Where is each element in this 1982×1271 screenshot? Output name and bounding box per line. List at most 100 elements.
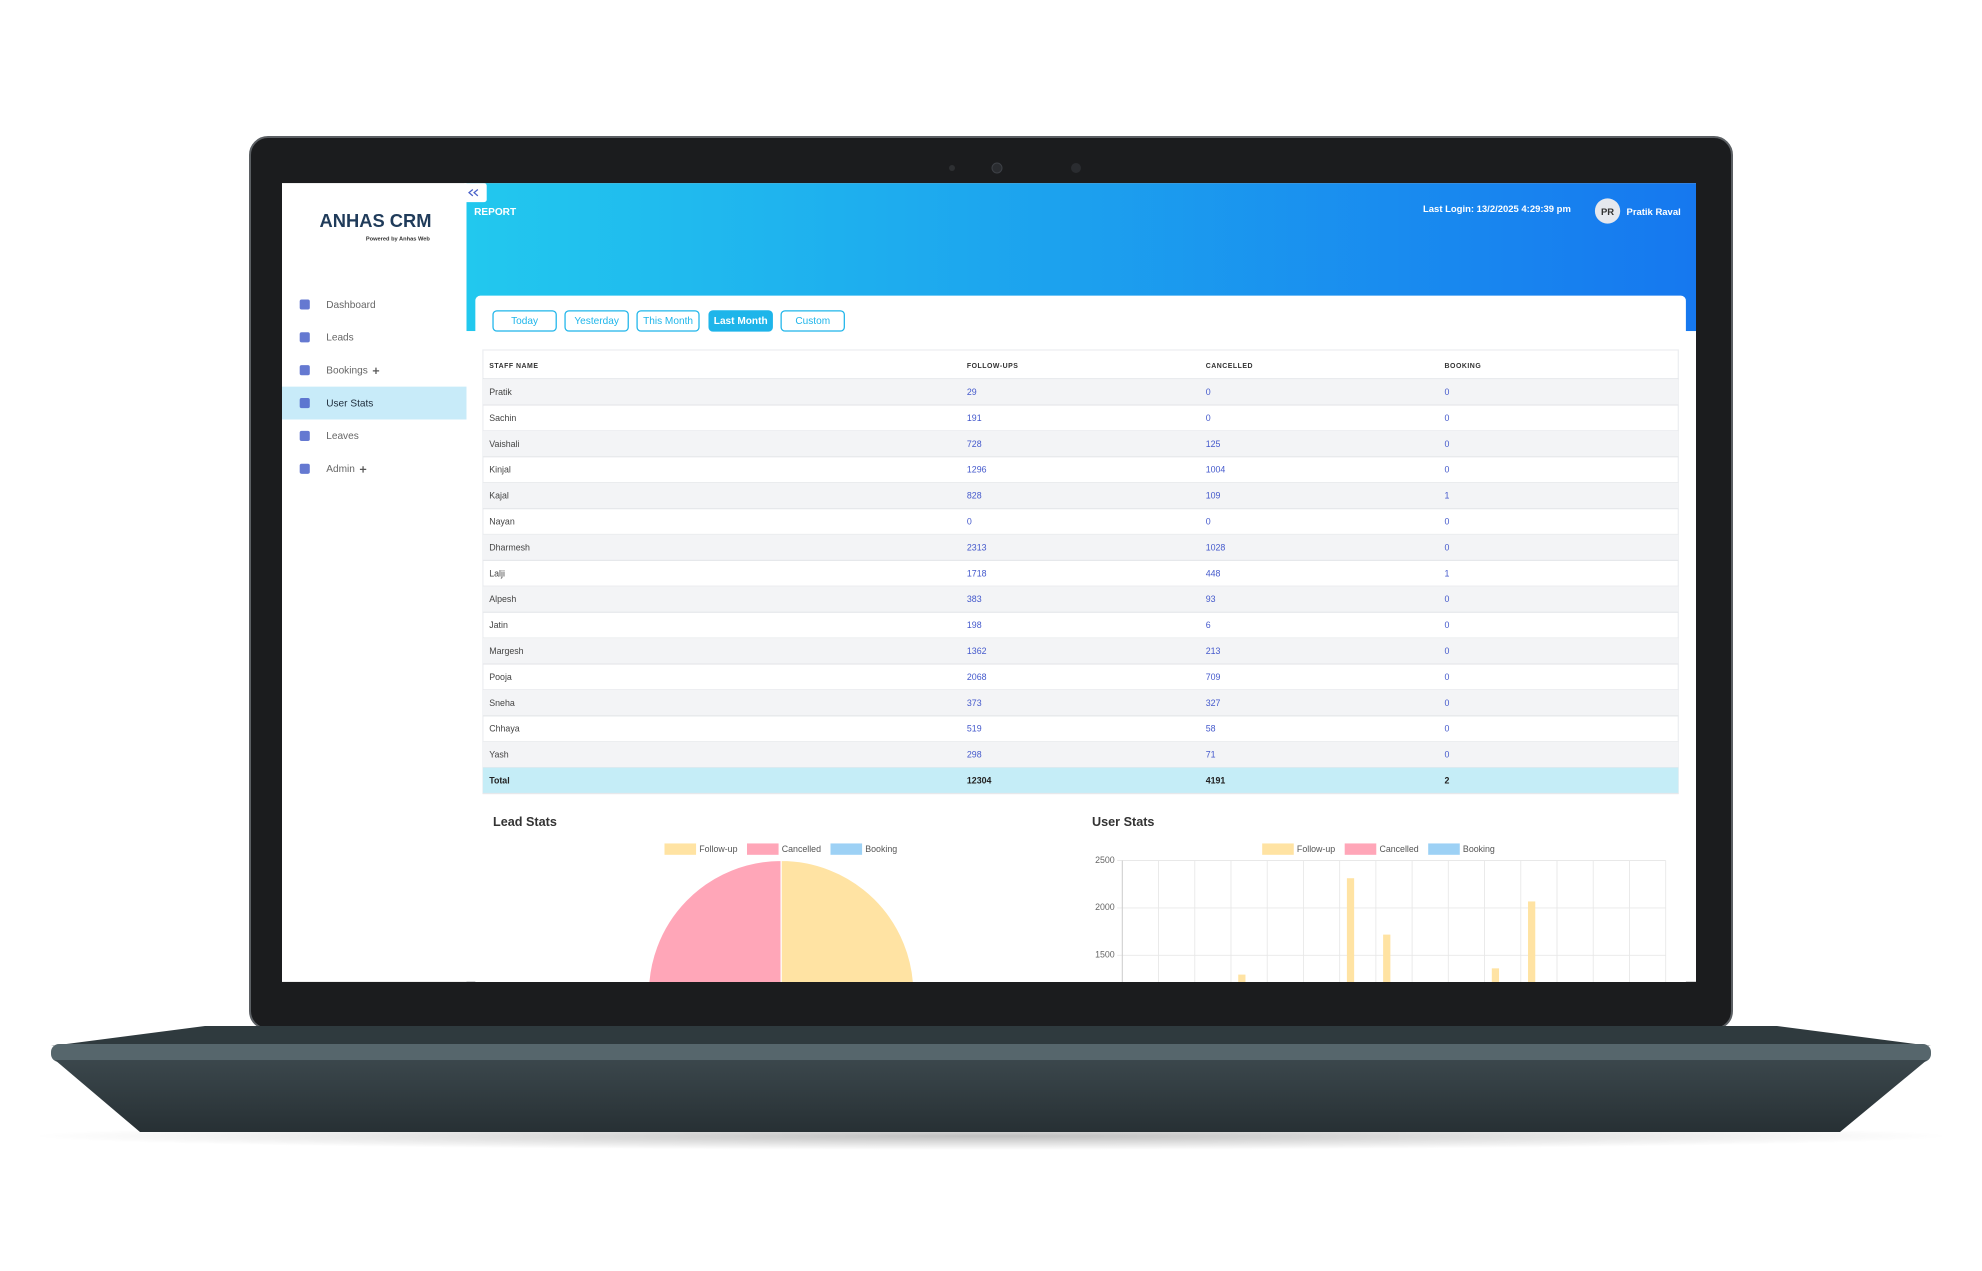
menu-item[interactable]: Bookings bbox=[326, 366, 368, 377]
menu-icon bbox=[299, 365, 310, 376]
table-value[interactable]: 2313 bbox=[967, 542, 987, 552]
table-value[interactable]: 213 bbox=[1206, 646, 1221, 656]
menu-item[interactable]: Dashboard bbox=[326, 300, 375, 311]
tagline: Powered by Anhas Web bbox=[366, 236, 431, 242]
pie-slice bbox=[648, 859, 782, 982]
laptop-deck bbox=[51, 1026, 1931, 1046]
table-value[interactable]: 0 bbox=[1445, 620, 1450, 630]
legend-label: Follow-up bbox=[699, 844, 737, 854]
filter-button[interactable] bbox=[708, 310, 773, 332]
table-value[interactable]: 191 bbox=[967, 413, 982, 423]
table-value[interactable]: 58 bbox=[1206, 724, 1216, 734]
table-value[interactable]: 383 bbox=[967, 594, 982, 604]
table-row-bg bbox=[482, 767, 1679, 794]
table-value[interactable]: 0 bbox=[1445, 439, 1450, 449]
sensor bbox=[1071, 163, 1081, 173]
filter-button[interactable] bbox=[780, 310, 845, 332]
menu-item[interactable]: Leaves bbox=[326, 431, 359, 442]
table-value[interactable]: 728 bbox=[967, 439, 982, 449]
table-value[interactable]: 198 bbox=[967, 620, 982, 630]
table-value[interactable]: 1 bbox=[1445, 568, 1450, 578]
menu-icon bbox=[299, 398, 310, 409]
filter-label[interactable]: Today bbox=[511, 316, 539, 327]
table-value[interactable]: 2068 bbox=[967, 672, 987, 682]
table-value[interactable]: 298 bbox=[967, 750, 982, 760]
table-row-bg bbox=[482, 586, 1679, 613]
staff-name: Chhaya bbox=[489, 724, 520, 734]
table-value[interactable]: 0 bbox=[1206, 516, 1211, 526]
staff-name: Kinjal bbox=[489, 465, 511, 475]
table-value[interactable]: 0 bbox=[1445, 698, 1450, 708]
collapse-icon bbox=[468, 189, 479, 197]
filter-button[interactable] bbox=[492, 310, 557, 332]
table-value[interactable]: 828 bbox=[967, 491, 982, 501]
legend-swatch bbox=[830, 843, 863, 855]
table-value[interactable]: 448 bbox=[1206, 568, 1221, 578]
table-value[interactable]: 0 bbox=[1445, 465, 1450, 475]
filter-label[interactable]: Yesterday bbox=[574, 316, 619, 327]
table-value[interactable]: 0 bbox=[1445, 672, 1450, 682]
table bbox=[482, 349, 1679, 795]
column-header: BOOKING bbox=[1445, 363, 1482, 370]
table-value[interactable]: 519 bbox=[967, 724, 982, 734]
table-value[interactable]: 1 bbox=[1445, 491, 1450, 501]
column-header: FOLLOW-UPS bbox=[967, 363, 1019, 370]
table-value[interactable]: 373 bbox=[967, 698, 982, 708]
table-value[interactable]: 93 bbox=[1206, 594, 1216, 604]
table-value[interactable]: 327 bbox=[1206, 698, 1221, 708]
staff-name: Sachin bbox=[489, 413, 516, 423]
table-value[interactable]: 1028 bbox=[1206, 542, 1226, 552]
expand-icon bbox=[372, 367, 380, 375]
table-value[interactable]: 709 bbox=[1206, 672, 1221, 682]
table-value[interactable]: 0 bbox=[1445, 724, 1450, 734]
legend-swatch bbox=[664, 843, 697, 855]
staff-name: Vaishali bbox=[489, 439, 519, 449]
table-value[interactable]: 6 bbox=[1206, 620, 1211, 630]
table-value[interactable]: 0 bbox=[1445, 387, 1450, 397]
table-value[interactable]: 0 bbox=[967, 516, 972, 526]
table-value[interactable]: 0 bbox=[1206, 413, 1211, 423]
table-value: 12304 bbox=[967, 776, 992, 786]
bar bbox=[1528, 901, 1536, 982]
laptop-rim bbox=[51, 1044, 1931, 1062]
screen: REPORT Last Login: 13/2/2025 4:29:39 pm PR… bbox=[282, 183, 1696, 982]
table-value[interactable]: 1362 bbox=[967, 646, 987, 656]
legend-label: Cancelled bbox=[1379, 844, 1418, 854]
filter-label[interactable]: This Month bbox=[643, 316, 693, 327]
staff-name: Margesh bbox=[489, 646, 523, 656]
table-value[interactable]: 0 bbox=[1445, 413, 1450, 423]
table-value[interactable]: 0 bbox=[1445, 594, 1450, 604]
legend-label: Booking bbox=[1463, 844, 1495, 854]
table-value[interactable]: 29 bbox=[967, 387, 977, 397]
last-login: Last Login: 13/2/2025 4:29:39 pm bbox=[1423, 204, 1571, 215]
table-value[interactable]: 0 bbox=[1445, 542, 1450, 552]
filter-label[interactable]: Last Month bbox=[714, 316, 768, 327]
staff-name: Sneha bbox=[489, 698, 515, 708]
table-value[interactable]: 109 bbox=[1206, 491, 1221, 501]
sidebar bbox=[282, 183, 467, 982]
menu-item[interactable]: Admin bbox=[326, 464, 355, 475]
table-value[interactable]: 0 bbox=[1445, 750, 1450, 760]
staff-name: Yash bbox=[489, 750, 509, 760]
table-value[interactable]: 0 bbox=[1445, 516, 1450, 526]
table-value[interactable]: 1718 bbox=[967, 568, 987, 578]
table-value[interactable]: 1296 bbox=[967, 465, 987, 475]
menu-item[interactable]: User Stats bbox=[326, 398, 373, 409]
table-value[interactable]: 125 bbox=[1206, 439, 1221, 449]
table-value: 2 bbox=[1445, 776, 1450, 786]
menu-icon bbox=[299, 332, 310, 343]
table-row-bg bbox=[482, 534, 1679, 561]
table-value[interactable]: 1004 bbox=[1206, 465, 1226, 475]
staff-name: Nayan bbox=[489, 516, 515, 526]
staff-name: Lalji bbox=[489, 568, 505, 578]
table-row-bg bbox=[482, 638, 1679, 665]
menu-item[interactable]: Leads bbox=[326, 333, 354, 344]
y-tick-label: 2000 bbox=[1095, 902, 1115, 912]
table-value[interactable]: 0 bbox=[1445, 646, 1450, 656]
table-row-bg bbox=[482, 482, 1679, 509]
table-value[interactable]: 71 bbox=[1206, 750, 1216, 760]
filter-button[interactable] bbox=[636, 310, 700, 332]
filter-label[interactable]: Custom bbox=[795, 316, 830, 327]
filter-button[interactable] bbox=[564, 310, 629, 332]
table-value[interactable]: 0 bbox=[1206, 387, 1211, 397]
